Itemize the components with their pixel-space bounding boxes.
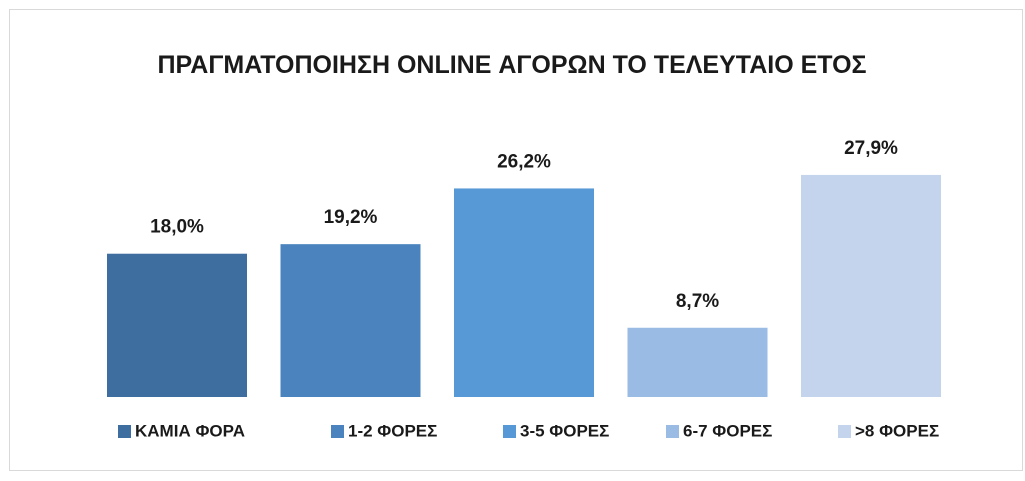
legend-label: 1-2 ΦΟΡΕΣ xyxy=(348,421,437,440)
data-label: 18,0% xyxy=(150,217,204,238)
legend-swatch xyxy=(118,425,131,438)
bar xyxy=(627,327,768,397)
bar xyxy=(801,174,941,397)
data-label: 27,9% xyxy=(844,138,898,159)
legend-label: >8 ΦΟΡΕΣ xyxy=(855,421,939,440)
chart-frame xyxy=(9,9,1023,471)
data-label: 26,2% xyxy=(497,151,551,172)
legend-swatch xyxy=(331,425,344,438)
bar xyxy=(107,253,247,397)
legend-label: ΚΑΜΙΑ ΦΟΡΑ xyxy=(135,421,245,440)
data-label: 8,7% xyxy=(676,291,719,312)
legend-swatch xyxy=(503,425,516,438)
legend-label: 6-7 ΦΟΡΕΣ xyxy=(683,421,772,440)
legend-label: 3-5 ΦΟΡΕΣ xyxy=(520,421,609,440)
chart-title: ΠΡΑΓΜΑΤΟΠΟΙΗΣΗ ONLINE ΑΓΟΡΩΝ ΤΟ ΤΕΛΕΥΤΑΙ… xyxy=(157,51,867,79)
bar xyxy=(280,244,421,397)
legend-swatch xyxy=(838,425,851,438)
data-label: 19,2% xyxy=(324,207,378,228)
bar xyxy=(454,188,594,397)
legend-swatch xyxy=(666,425,679,438)
